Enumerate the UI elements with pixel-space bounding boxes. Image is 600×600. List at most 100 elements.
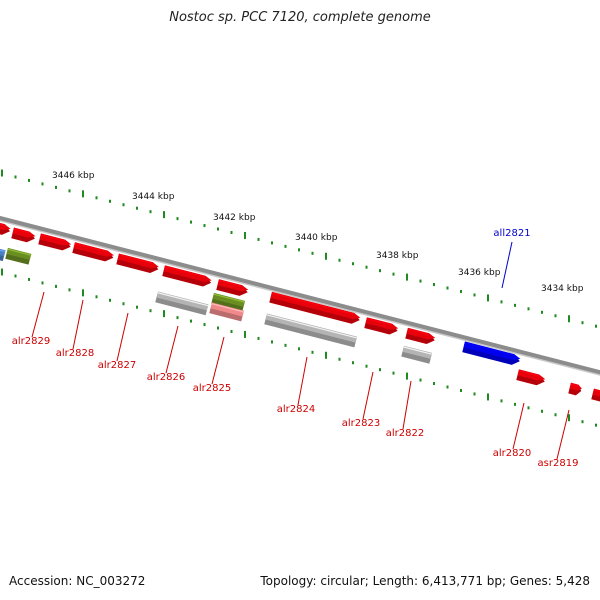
gene-leader-line: [211, 336, 225, 385]
inner-tick: [203, 323, 206, 327]
inner-tick: [365, 364, 368, 368]
gene-label-alr2823: alr2823: [342, 418, 380, 429]
gene-upper-6: [162, 265, 212, 287]
gene-upper-8-highlight: [271, 292, 355, 315]
inner-tick: [568, 414, 570, 422]
outer-tick: [446, 286, 449, 290]
gene-lower-4-highlight: [213, 293, 245, 303]
gene-label-alr2827: alr2827: [98, 360, 136, 371]
outer-tick: [500, 300, 503, 304]
scale-label: 3434 kbp: [541, 284, 584, 294]
outer-tick: [257, 237, 260, 241]
inner-tick: [190, 319, 192, 323]
gene-leader-line: [31, 291, 45, 338]
gene-leader-line: [556, 409, 570, 460]
gene-leader-line: [165, 325, 179, 374]
outer-tick: [514, 303, 516, 307]
gene-lower-6: [264, 313, 358, 348]
gene-upper-6-highlight: [164, 265, 206, 278]
outer-tick: [68, 189, 71, 193]
gene-upper-4: [72, 242, 114, 262]
gene-upper-14-highlight: [593, 389, 600, 393]
gene-upper-3: [38, 233, 72, 251]
scale-labels: 3446 kbp 3444 kbp 3442 kbp 3440 kbp 3438 kbp…: [52, 171, 584, 294]
gene-upper-8: [269, 291, 361, 324]
inner-tick: [379, 368, 381, 372]
gene-lower-7: [401, 345, 433, 364]
gene-leader-line: [72, 299, 84, 350]
inner-tick: [581, 420, 584, 424]
outer-tick: [473, 293, 476, 297]
outer-tick: [379, 269, 381, 273]
outer-tick: [176, 217, 179, 221]
scale-label: 3444 kbp: [132, 192, 175, 202]
inner-tick: [55, 284, 57, 288]
outer-tick: [149, 210, 152, 214]
inner-tick: [338, 357, 341, 361]
outer-tick: [352, 262, 354, 266]
outer-tick: [581, 321, 584, 325]
inner-tick: [284, 343, 287, 347]
inner-tick: [392, 371, 395, 375]
outer-tick: [433, 283, 435, 287]
gene-upper-10-highlight: [407, 328, 430, 336]
gene-label-alr2824: alr2824: [277, 404, 315, 415]
outer-tick: [284, 244, 287, 248]
gene-label-alr2820: alr2820: [493, 448, 531, 459]
outer-tick: [311, 251, 314, 255]
gene-upper-5-highlight: [118, 254, 153, 265]
inner-tick: [554, 413, 557, 417]
gene-lower-5-highlight: [211, 303, 244, 313]
inner-tick: [460, 388, 462, 392]
inner-tick: [122, 302, 125, 306]
gene-leader-line: [116, 312, 129, 362]
gene-upper-13: [568, 382, 582, 396]
inner-tick: [311, 350, 314, 354]
inner-tick: [230, 329, 233, 333]
gene-leader-line: [402, 380, 412, 430]
inner-tick: [406, 372, 408, 380]
inner-tick: [1, 268, 3, 276]
inner-tick: [14, 274, 17, 278]
gene-upper-7: [216, 279, 249, 296]
inner-tick: [163, 310, 165, 318]
outer-tick: [95, 196, 98, 200]
inner-tick: [257, 336, 260, 340]
outer-tick: [55, 185, 57, 189]
gene-upper-14: [591, 388, 600, 402]
gene-leader-line: [297, 356, 308, 406]
inner-tick: [500, 399, 503, 403]
gene-label-alr2826: alr2826: [147, 372, 185, 383]
outer-tick: [230, 230, 233, 234]
gene-lower-1-face: [0, 246, 6, 257]
inner-tick: [217, 326, 219, 330]
gene-lower-5: [209, 302, 244, 322]
outer-tick: [28, 178, 30, 182]
inner-tick: [446, 385, 449, 389]
inner-tick: [136, 305, 138, 309]
outer-tick: [527, 307, 530, 311]
gene-upper-2: [11, 227, 36, 243]
outer-tick-track: [1, 169, 597, 328]
outer-tick: [568, 315, 570, 323]
inner-tick: [325, 351, 327, 359]
outer-tick: [419, 279, 422, 283]
outer-tick: [271, 241, 273, 245]
gene-leader-line: [512, 402, 525, 450]
gene-label-alr2822: alr2822: [386, 428, 424, 439]
outer-tick: [298, 248, 300, 252]
inner-tick: [68, 288, 71, 292]
inner-tick-track: [1, 268, 597, 427]
inner-tick: [487, 393, 489, 401]
inner-tick: [28, 277, 30, 281]
outer-tick: [244, 231, 246, 239]
gene-upper-9-highlight: [366, 317, 393, 326]
outer-tick: [14, 175, 17, 179]
gene-lower-7-highlight: [403, 346, 432, 355]
outer-tick: [1, 169, 3, 177]
scale-label: 3440 kbp: [295, 233, 338, 243]
gene-lower-2: [5, 248, 32, 265]
outer-tick: [136, 206, 138, 210]
gene-lower-6-highlight: [266, 314, 357, 339]
